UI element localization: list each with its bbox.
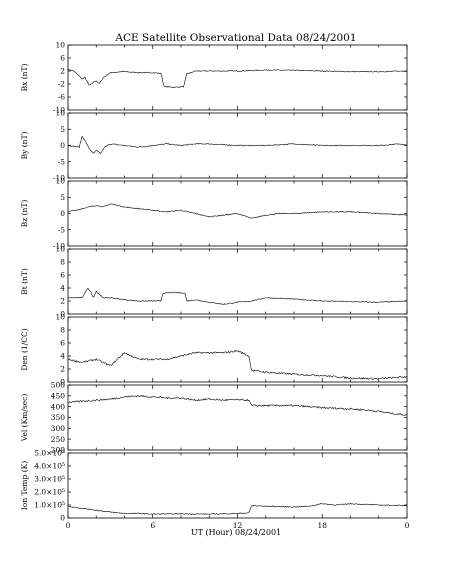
y-tick-label: 5.0×10⁵ (34, 449, 65, 458)
chart-title: ACE Satellite Observational Data 08/24/2… (114, 32, 356, 44)
series-line (67, 502, 408, 515)
y-tick-label: 3.0×10⁵ (34, 475, 65, 484)
y-tick-label: 0 (60, 514, 65, 523)
panel-6: 5.0×10⁵ 4.0×10⁵ 3.0×10⁵ 2.0×10⁵ 1.0×10⁵ 0 Ion … (20, 449, 408, 523)
y-tick-label: 4 (60, 284, 65, 293)
y-tick-label: 1.0×10⁵ (34, 501, 65, 510)
y-tick-label: 5 (60, 193, 65, 202)
y-tick-label: -10 (53, 174, 65, 183)
y-tick-label: -6 (58, 93, 66, 102)
panels: 10 6 2 -2 -6 -10 Bx (nT) 10 5 0 -5 -10 By (nT) 10 5 0 -5… (20, 41, 408, 523)
panel-0: 10 6 2 -2 -6 -10 Bx (nT) (20, 41, 408, 115)
y-tick-label: 6 (60, 54, 65, 63)
y-tick-label: 2 (60, 365, 65, 374)
y-tick-label: 6 (60, 271, 65, 280)
series-line (67, 394, 408, 416)
panel-1: 10 5 0 -5 -10 By (nT) (20, 109, 408, 183)
y-axis-label: Den (1/CC) (20, 328, 29, 370)
y-tick-label: 10 (55, 41, 65, 50)
y-tick-label: 4.0×10⁵ (34, 462, 65, 471)
y-tick-label: 10 (55, 109, 65, 118)
y-tick-label: -10 (53, 106, 65, 115)
y-tick-label: 0 (60, 209, 65, 218)
y-tick-label: 2.0×10⁵ (34, 488, 65, 497)
y-tick-label: 450 (51, 391, 66, 400)
panel-frame (67, 44, 408, 111)
y-tick-label: -10 (53, 242, 65, 251)
y-tick-label: 10 (55, 177, 65, 186)
panel-frame (67, 248, 408, 315)
y-axis-label: Vel (Km/sec) (20, 394, 29, 443)
panel-2: 10 5 0 -5 -10 Bz (nT) (20, 177, 408, 251)
y-tick-label: -5 (58, 157, 66, 166)
panel-3: 10 8 6 4 2 0 Bt (nT) (20, 245, 408, 319)
series-line (67, 136, 408, 155)
y-tick-label: 0 (60, 378, 65, 387)
y-tick-label: -5 (58, 225, 66, 234)
x-tick-label: 0 (66, 521, 71, 530)
y-tick-label: 0 (60, 141, 65, 150)
y-tick-label: 6 (60, 339, 65, 348)
y-tick-label: 4 (60, 352, 65, 361)
panel-frame (67, 452, 408, 519)
y-tick-label: 5 (60, 125, 65, 134)
x-tick-label: 18 (317, 521, 327, 530)
y-axis-label: Bt (nT) (20, 268, 29, 295)
y-tick-label: 400 (51, 402, 66, 411)
series-line (67, 68, 408, 88)
x-tick-label: 0 (405, 521, 410, 530)
panel-frame (67, 384, 408, 451)
series-line (67, 203, 408, 219)
panel-frame (67, 180, 408, 247)
y-tick-label: 8 (60, 326, 65, 335)
y-tick-label: 350 (51, 413, 66, 422)
y-tick-label: 2 (60, 297, 65, 306)
x-tick-label: 12 (233, 521, 243, 530)
x-axis: 0 6 12 18 0 (66, 521, 410, 530)
y-tick-label: 8 (60, 258, 65, 267)
panel-4: 10 8 6 4 2 0 Den (1/CC) (20, 313, 408, 387)
y-tick-label: 10 (55, 313, 65, 322)
y-axis-label: Bz (nT) (20, 200, 29, 228)
y-tick-label: 2 (60, 67, 65, 76)
y-tick-label: 200 (51, 446, 66, 455)
y-tick-label: 300 (51, 424, 66, 433)
series-line (67, 349, 408, 380)
y-tick-label: 0 (60, 310, 65, 319)
x-tick-label: 6 (150, 521, 155, 530)
y-axis-label: Bx (nT) (20, 64, 29, 92)
y-tick-label: 10 (55, 245, 65, 254)
x-axis-label: UT (Hour) 08/24/2001 (191, 528, 281, 537)
y-axis-label: Ion Temp (K) (20, 461, 29, 510)
y-tick-label: -2 (58, 80, 66, 89)
series-line (67, 288, 408, 305)
y-tick-label: 500 (51, 381, 66, 390)
y-tick-label: 250 (51, 435, 66, 444)
panel-frame (67, 316, 408, 383)
y-axis-label: By (nT) (20, 132, 29, 160)
